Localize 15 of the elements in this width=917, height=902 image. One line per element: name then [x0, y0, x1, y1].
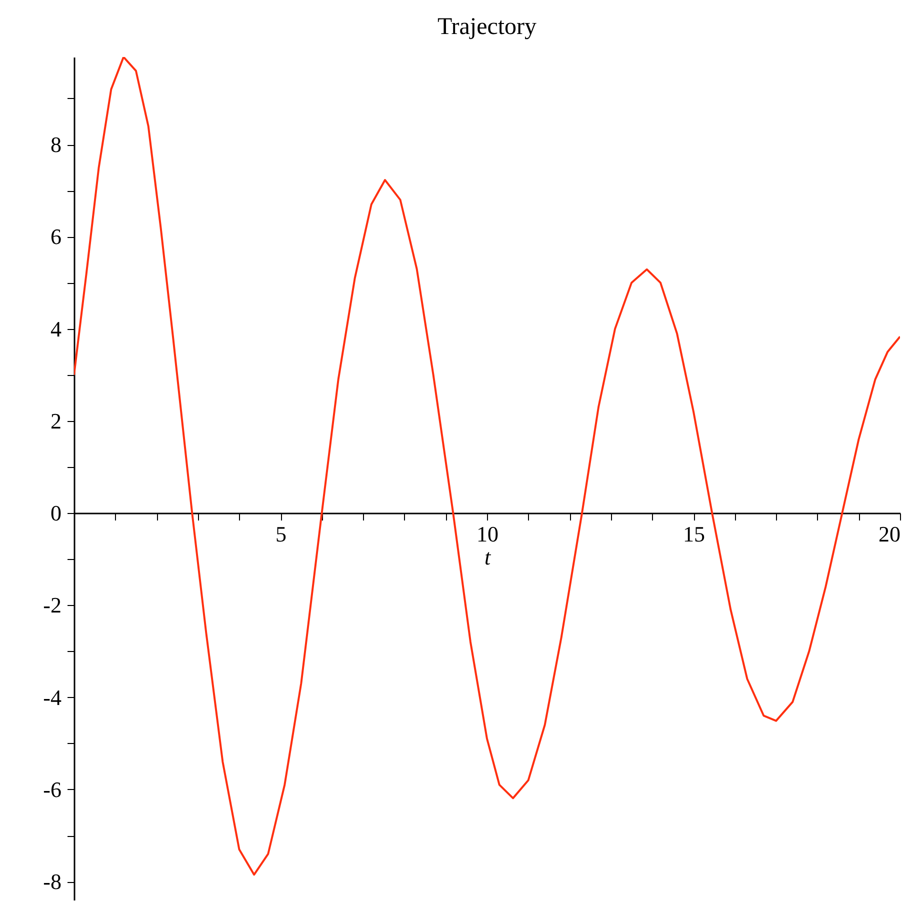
y-tick-label: 2	[50, 408, 62, 434]
y-tick-label: 0	[50, 500, 62, 526]
x-tick-label: 5	[276, 522, 286, 547]
y-tick-label: 4	[50, 316, 62, 342]
x-axis-title: t	[484, 544, 492, 570]
y-tick-label: 6	[50, 224, 62, 250]
y-tick-label: -6	[43, 776, 62, 802]
x-tick-label: 15	[683, 522, 705, 547]
y-tick-label: -2	[43, 592, 62, 618]
y-tick-label: -8	[43, 869, 62, 894]
y-tick-label: 8	[50, 132, 62, 158]
x-tick-label: 10	[476, 522, 498, 547]
y-tick-label: -4	[43, 684, 62, 710]
chart-title: Trajectory	[437, 14, 537, 40]
x-tick-label: 20	[878, 522, 900, 547]
